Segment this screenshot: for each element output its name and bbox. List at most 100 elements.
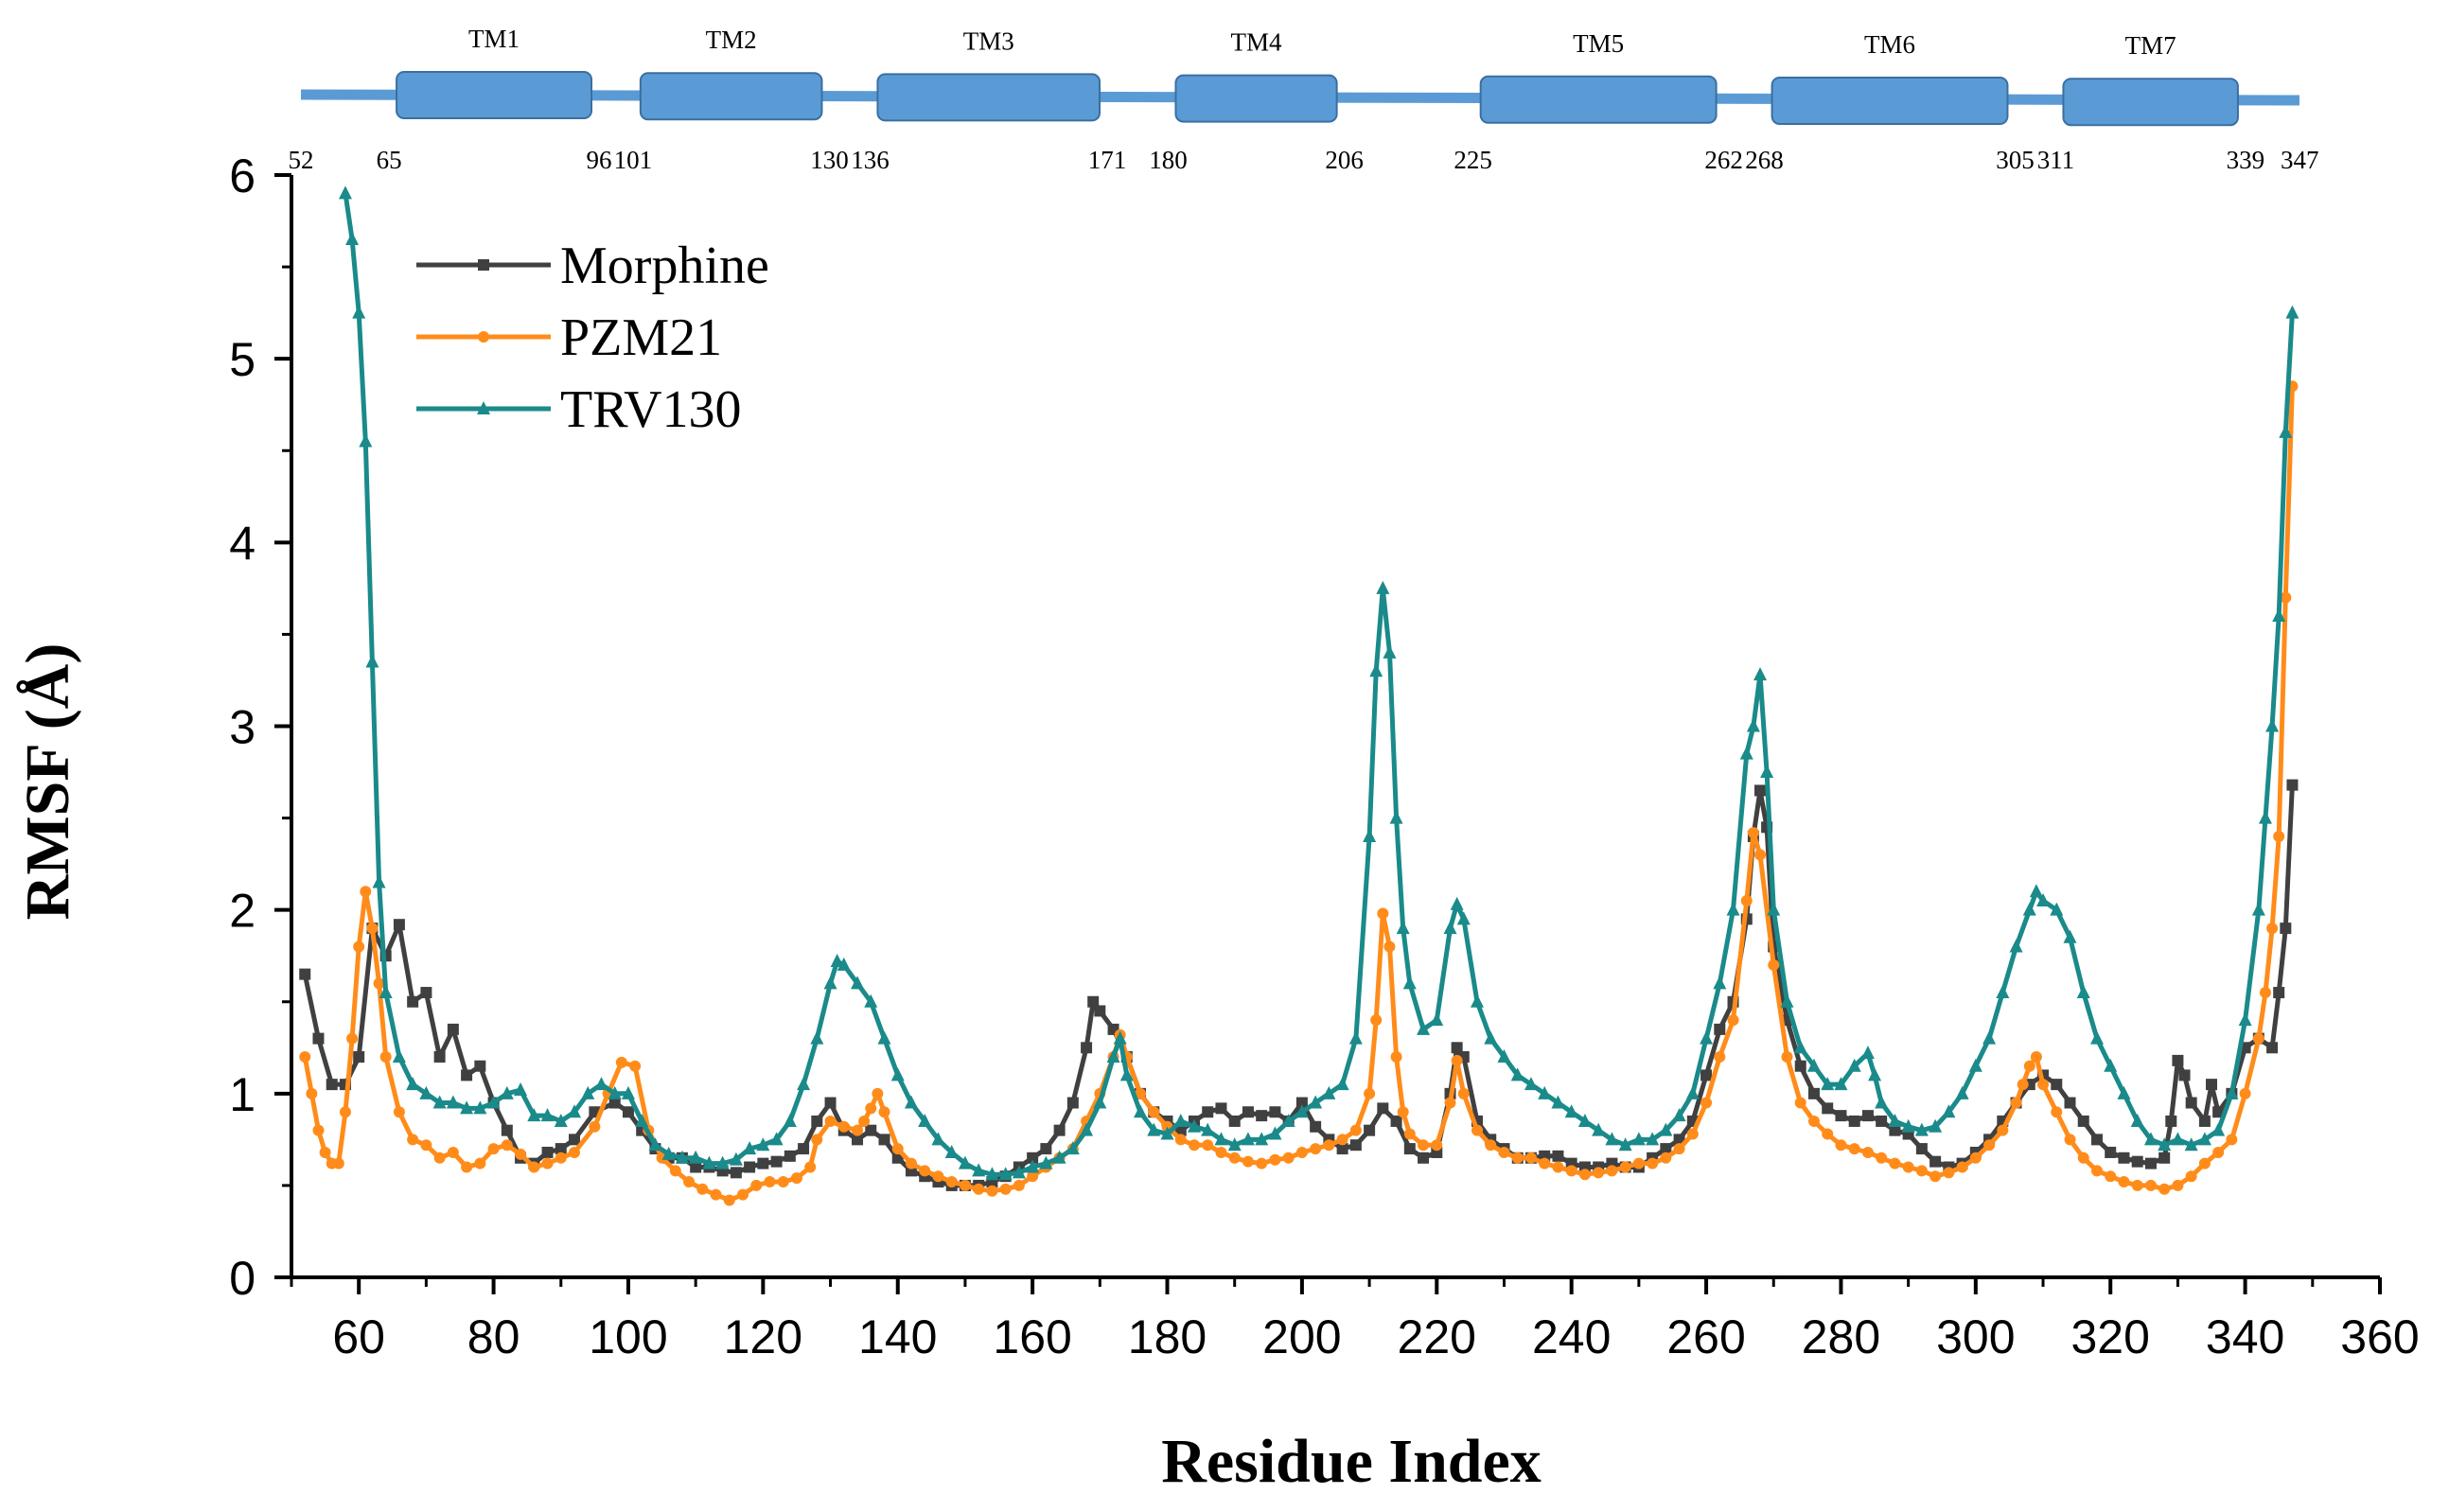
- data-point: [1848, 1115, 1860, 1127]
- tm-label: TM5: [1573, 29, 1624, 58]
- data-point: [2273, 831, 2285, 842]
- data-point: [824, 1097, 837, 1109]
- legend-label: Morphine: [560, 237, 769, 295]
- data-point: [433, 1051, 446, 1063]
- data-point: [959, 1179, 971, 1191]
- data-point: [1450, 896, 1464, 910]
- data-point: [1295, 1097, 1308, 1109]
- tm-helix-box: [876, 73, 1101, 122]
- data-point: [1564, 1104, 1578, 1118]
- x-tick-label: 200: [1262, 1310, 1341, 1363]
- data-point: [1618, 1137, 1632, 1152]
- tm-segment-tm6: TM6: [1771, 30, 2009, 125]
- data-point: [1106, 1049, 1120, 1063]
- data-point: [1348, 1030, 1363, 1045]
- data-point: [1281, 1113, 1295, 1127]
- data-point: [851, 976, 865, 990]
- data-point: [541, 1146, 554, 1158]
- boundary-label: 262: [1704, 146, 1743, 174]
- legend: Morphine PZM21 TRV130: [416, 237, 769, 439]
- data-point: [783, 1113, 797, 1127]
- y-tick-label: 0: [229, 1252, 255, 1305]
- data-point: [473, 1100, 487, 1115]
- data-point: [1875, 1095, 1889, 1109]
- tm-helix-box: [1174, 74, 1338, 123]
- data-point: [1370, 1014, 1383, 1027]
- data-point: [1457, 1087, 1470, 1099]
- data-point: [756, 1137, 770, 1152]
- x-tick-label: 60: [332, 1310, 385, 1363]
- data-point: [919, 1165, 931, 1177]
- data-point: [1929, 1118, 1943, 1133]
- data-point: [1822, 1102, 1834, 1115]
- boundary-label: 206: [1325, 146, 1364, 174]
- data-point: [2279, 424, 2293, 438]
- data-point: [830, 954, 844, 968]
- tm-helix-box: [1771, 77, 2009, 125]
- data-point: [2089, 1030, 2104, 1045]
- data-point: [1632, 1157, 1645, 1169]
- data-point: [2131, 1155, 2143, 1168]
- data-point: [487, 1143, 500, 1155]
- data-point: [1336, 1134, 1348, 1146]
- data-point: [2266, 923, 2279, 935]
- data-point: [2172, 1054, 2184, 1066]
- data-point: [2158, 1152, 2171, 1164]
- tm-label: TM3: [963, 26, 1014, 55]
- data-point: [1806, 1058, 1821, 1072]
- y-tick-label: 4: [229, 517, 255, 570]
- data-point: [528, 1161, 540, 1173]
- data-point: [852, 1134, 864, 1146]
- data-point: [1686, 1128, 1699, 1140]
- data-point: [864, 993, 878, 1008]
- data-point: [1726, 902, 1740, 916]
- data-point: [1868, 1067, 1882, 1081]
- boundary-label: 52: [289, 146, 314, 174]
- data-point: [1753, 667, 1768, 681]
- data-point: [1369, 663, 1383, 677]
- data-point: [2029, 884, 2043, 898]
- data-point: [1228, 1115, 1241, 1127]
- data-point: [1080, 1122, 1094, 1136]
- data-point: [1807, 1087, 1820, 1099]
- tm-topology-diagram: TM1 TM2 TM3 TM4 TM5 TM6 TM7 52 65 96 101 130 136 171 1…: [289, 25, 2319, 174]
- data-point: [1282, 1152, 1295, 1164]
- data-point: [406, 1077, 420, 1091]
- data-point: [1968, 1058, 1982, 1072]
- legend-label: TRV130: [560, 380, 742, 439]
- series-line: [302, 784, 2295, 1188]
- data-point: [540, 1108, 555, 1122]
- data-point: [1012, 1165, 1026, 1179]
- data-point: [486, 1095, 501, 1109]
- data-point: [998, 1167, 1013, 1181]
- tm-segment-tm7: TM7: [2062, 31, 2239, 127]
- data-point: [2076, 985, 2090, 999]
- boundary-label: 225: [1454, 146, 1492, 174]
- tm-segment-tm2: TM2: [639, 26, 823, 121]
- data-point: [973, 1183, 985, 1195]
- data-point: [2143, 1132, 2158, 1146]
- data-point: [1605, 1132, 1619, 1146]
- data-point: [689, 1150, 703, 1164]
- legend-marker: [477, 401, 490, 414]
- data-point: [1660, 1143, 1672, 1155]
- data-point: [447, 1023, 459, 1035]
- data-point: [1997, 1124, 2009, 1136]
- data-point: [986, 1185, 998, 1197]
- data-point: [1430, 1012, 1444, 1027]
- data-point: [1148, 1106, 1160, 1118]
- data-point: [932, 1170, 944, 1183]
- data-point: [1027, 1170, 1039, 1183]
- data-point: [589, 1120, 601, 1133]
- legend-label: PZM21: [560, 308, 722, 367]
- data-point: [1510, 1067, 1524, 1081]
- data-point: [1039, 1155, 1053, 1169]
- data-point: [2009, 939, 2023, 953]
- legend-marker: [478, 331, 489, 343]
- data-point: [407, 995, 419, 1008]
- data-point: [2251, 902, 2265, 916]
- data-point: [1606, 1165, 1618, 1177]
- data-point: [2104, 1058, 2118, 1072]
- data-point: [2225, 1085, 2239, 1099]
- data-point: [2144, 1179, 2157, 1191]
